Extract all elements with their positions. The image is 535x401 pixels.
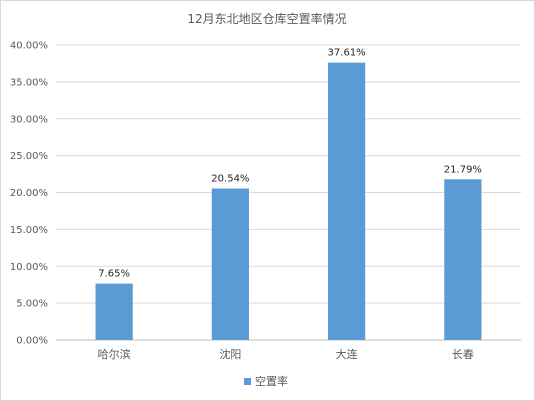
bars xyxy=(95,62,482,340)
y-tick-label: 35.00% xyxy=(10,77,48,88)
bar xyxy=(328,62,366,340)
legend: 空置率 xyxy=(244,374,288,388)
bar xyxy=(95,283,133,340)
data-label: 20.54% xyxy=(211,174,249,185)
data-label: 37.61% xyxy=(328,48,366,59)
y-tick-label: 15.00% xyxy=(10,225,48,236)
x-tick-label: 哈尔滨 xyxy=(98,347,131,361)
x-tick-label: 大连 xyxy=(336,347,358,361)
y-tick-label: 20.00% xyxy=(10,188,48,199)
gridlines xyxy=(56,44,521,341)
data-label: 7.65% xyxy=(98,269,130,280)
bar xyxy=(444,179,482,340)
y-tick-label: 5.00% xyxy=(16,299,48,310)
y-tick-label: 25.00% xyxy=(10,151,48,162)
x-tick-label: 长春 xyxy=(452,348,474,361)
bar xyxy=(211,188,249,340)
y-tick-label: 10.00% xyxy=(10,262,48,273)
x-tick-label: 沈阳 xyxy=(219,347,241,361)
y-tick-label: 30.00% xyxy=(10,114,48,125)
legend-swatch xyxy=(244,378,251,385)
data-label: 21.79% xyxy=(444,164,482,175)
x-axis: 哈尔滨 沈阳 大连 长春 xyxy=(98,347,474,361)
legend-label: 空置率 xyxy=(255,374,288,388)
y-axis: 0.00% 5.00% 10.00% 15.00% 20.00% 25.00% 30.00%… xyxy=(10,41,48,347)
chart-title: 12月东北地区仓库空置率情况 xyxy=(187,11,346,26)
data-labels: 7.65% 20.54% 37.61% 21.79% xyxy=(98,48,482,280)
y-tick-label: 40.00% xyxy=(10,41,48,52)
y-tick-label: 0.00% xyxy=(16,336,48,347)
